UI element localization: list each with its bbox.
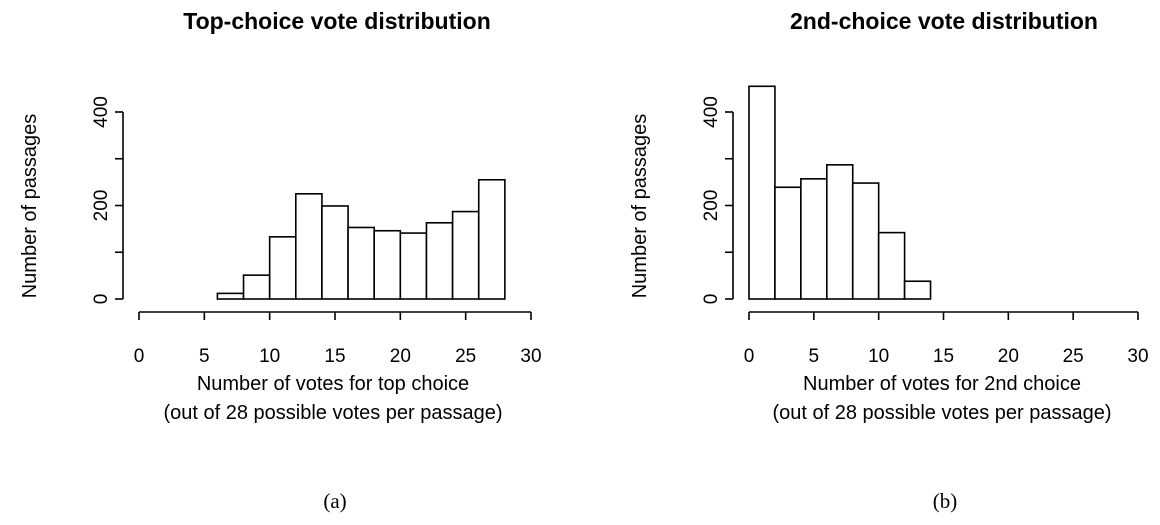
- histogram-bar: [268, 236, 297, 300]
- x-tick-label: 30: [1127, 346, 1148, 367]
- x-axis: 0 5 10 15 20 25 30: [134, 311, 542, 367]
- x-tick-label: 15: [933, 346, 954, 367]
- y-axis-label: Number of passages: [19, 114, 41, 299]
- histogram-bar: [851, 182, 880, 300]
- histogram-bar: [399, 232, 428, 300]
- bars: [748, 85, 932, 300]
- x-tick-label: 0: [134, 346, 145, 367]
- x-axis-label-subtitle: (out of 28 possible votes per passage): [772, 402, 1111, 424]
- chart-title: Top-choice vote distribution: [183, 8, 491, 34]
- chart-title: 2nd-choice vote distribution: [790, 8, 1098, 34]
- x-tick-label: 10: [868, 346, 889, 367]
- x-tick-label: 0: [744, 346, 755, 367]
- x-tick-label: 20: [998, 346, 1019, 367]
- histogram-bar: [903, 280, 932, 300]
- histogram-bar: [216, 292, 245, 300]
- histogram-bar: [877, 231, 906, 300]
- histogram-bar: [800, 178, 828, 300]
- x-tick-label: 30: [520, 346, 541, 367]
- x-tick-label: 5: [199, 346, 210, 367]
- histogram-bar: [748, 85, 776, 300]
- y-axis: 0 200 400: [701, 96, 734, 305]
- x-axis-label: Number of votes for 2nd choice: [803, 373, 1081, 395]
- x-tick-label: 10: [259, 346, 280, 367]
- histogram-bar: [451, 210, 480, 300]
- x-axis-label: Number of votes for top choice: [197, 373, 469, 395]
- x-axis: 0 5 10 15 20 25 30: [744, 311, 1149, 367]
- x-axis-label-subtitle: (out of 28 possible votes per passage): [163, 402, 502, 424]
- x-tick-label: 25: [455, 346, 476, 367]
- histogram-bar: [425, 221, 454, 300]
- y-tick-label: 200: [91, 190, 112, 222]
- y-axis: 0 200 400: [91, 96, 124, 305]
- y-tick-label: 0: [701, 294, 722, 305]
- x-tick-label: 25: [1063, 346, 1084, 367]
- x-tick-label: 20: [390, 346, 411, 367]
- y-axis-label: Number of passages: [629, 114, 651, 299]
- histogram-panel-top-choice: Top-choice vote distribution Number of p…: [19, 8, 542, 513]
- histogram-bar: [242, 274, 271, 300]
- y-tick-label: 0: [91, 294, 112, 305]
- x-tick-label: 15: [324, 346, 345, 367]
- y-tick-label: 200: [701, 190, 722, 222]
- bars: [216, 178, 506, 300]
- histogram-panel-second-choice: 2nd-choice vote distribution Number of p…: [629, 8, 1149, 513]
- histogram-bar: [294, 193, 323, 300]
- histogram-bar: [774, 186, 802, 300]
- histogram-bar: [321, 205, 349, 300]
- panel-caption: (b): [933, 489, 958, 513]
- histogram-bar: [825, 164, 854, 300]
- y-tick-label: 400: [701, 96, 722, 128]
- y-tick-label: 400: [91, 96, 112, 128]
- x-tick-label: 5: [809, 346, 820, 367]
- histogram-bar: [347, 226, 376, 300]
- histogram-bar: [373, 229, 402, 300]
- histogram-bar: [477, 178, 506, 300]
- panel-caption: (a): [323, 489, 346, 513]
